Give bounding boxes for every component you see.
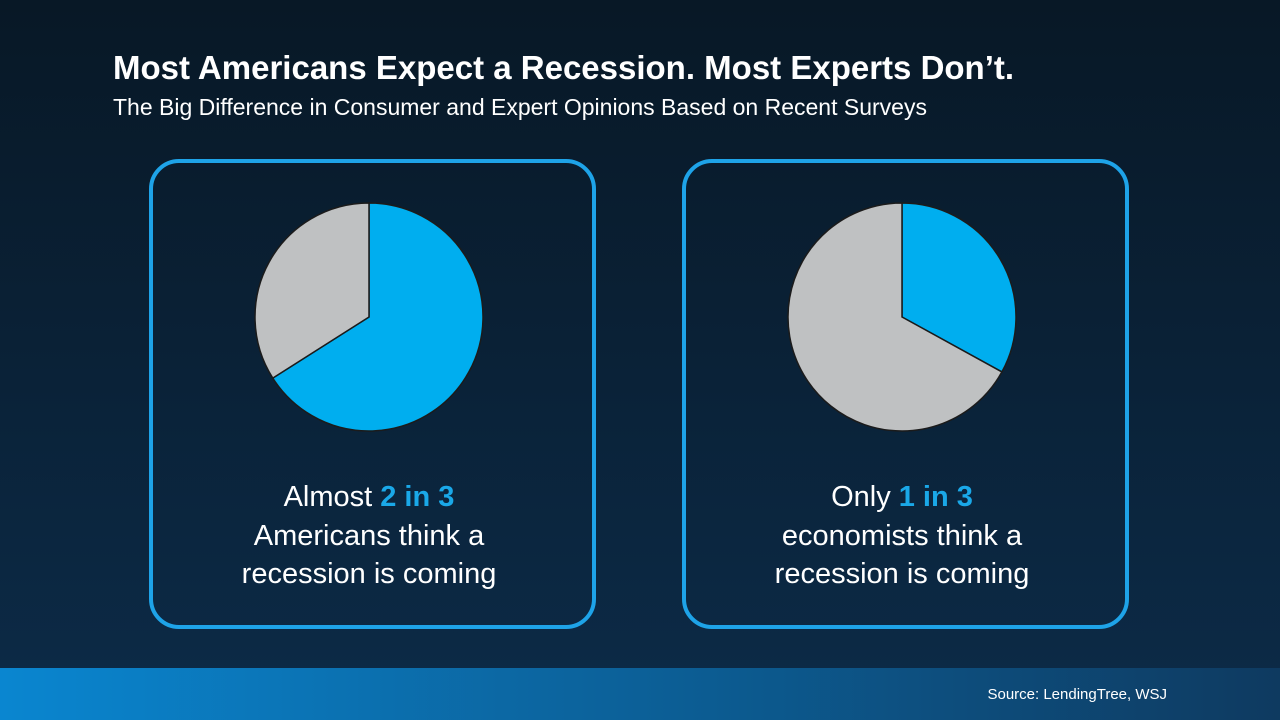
caption-highlight: 2 in 3 (380, 481, 454, 513)
title: Most Americans Expect a Recession. Most … (113, 49, 1014, 86)
charts: Almost 2 in 3 Americans think a recession i… (149, 159, 1129, 629)
caption-lead: Only (831, 481, 891, 513)
footer-bar (0, 668, 1280, 720)
caption-line: economists think a (782, 520, 1023, 552)
panel (682, 159, 1129, 629)
caption-line: recession is coming (242, 558, 497, 590)
caption-line: Americans think a (254, 520, 485, 552)
pie-slice (254, 202, 370, 380)
caption: Only 1 in 3 (831, 481, 973, 513)
source: Source: LendingTree, WSJ (987, 686, 1167, 703)
pie-slice (901, 202, 1017, 373)
caption-highlight: 1 in 3 (899, 481, 973, 513)
pie-slice (787, 202, 1003, 432)
panel (149, 159, 596, 629)
caption: Almost 2 in 3 (284, 481, 455, 513)
pie-slice (271, 202, 484, 432)
subtitle: The Big Difference in Consumer and Exper… (113, 94, 927, 120)
caption-lead: Almost (284, 481, 373, 513)
caption-line: recession is coming (775, 558, 1030, 590)
